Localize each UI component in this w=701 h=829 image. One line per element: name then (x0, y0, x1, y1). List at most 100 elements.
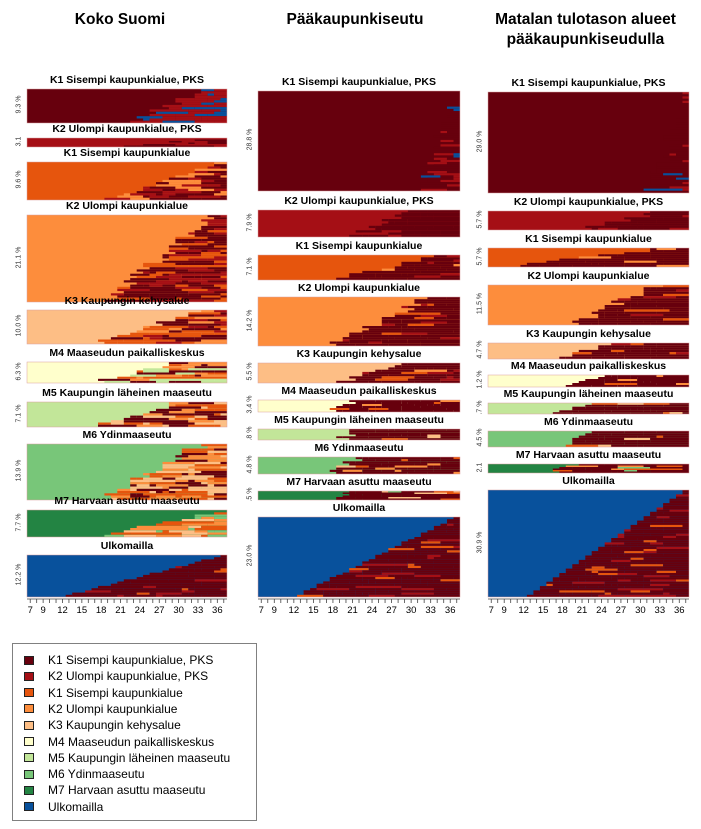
sequence-segment (149, 579, 157, 582)
sequence-segment (453, 332, 460, 335)
sequence-segment (669, 305, 689, 308)
panel-frame (257, 362, 461, 384)
panel-share-label: 14.2 % (246, 309, 254, 331)
sequence-segment (194, 594, 202, 598)
sequence-segment (611, 343, 631, 346)
sequence-segment (401, 568, 428, 571)
sequence-segment (663, 347, 670, 350)
sequence-segment (682, 188, 689, 191)
sequence-segment (447, 497, 460, 499)
sequence-segment (611, 347, 644, 350)
sequence-segment (181, 273, 202, 276)
sequence-segment (440, 543, 454, 546)
sequence-segment (188, 145, 195, 147)
sequence-segment (433, 273, 441, 276)
sequence-segment (162, 577, 195, 580)
sequence-segment (181, 339, 202, 342)
sequence-segment (194, 376, 227, 379)
sequence-segment (676, 527, 683, 530)
sequence-segment (682, 114, 689, 117)
panel-share-label: 7.1 % (15, 404, 23, 422)
sequence-segment (388, 590, 415, 593)
sequence-segment (168, 364, 182, 367)
sequence-segment (447, 184, 460, 187)
sequence-segment (440, 179, 460, 183)
sequence-segment (201, 495, 227, 498)
panel-title: M7 Harvaan asuttu maaseutu (515, 449, 662, 461)
sequence-segment (407, 273, 434, 276)
sequence-segment (207, 446, 227, 449)
sequence-segment (598, 227, 618, 231)
sequence-segment (349, 332, 382, 335)
sequence-segment (433, 429, 447, 431)
sequence-segment (362, 583, 389, 586)
sequence-segment (381, 268, 395, 271)
sequence-segment (168, 406, 202, 409)
sequence-segment (630, 564, 663, 567)
sequence-segment (624, 354, 657, 357)
legend-swatch (24, 720, 34, 730)
sequence-segment (611, 375, 618, 377)
sequence-segment (194, 468, 227, 471)
sequence-segment (630, 546, 657, 549)
panel-share-label: 29.0 % (476, 130, 484, 152)
sequence-segment (433, 404, 441, 406)
sequence-segment (381, 339, 389, 342)
sequence-segment (168, 325, 189, 329)
sequence-segment (676, 164, 689, 167)
sequence-segment (617, 579, 631, 582)
sequence-segment (201, 282, 227, 285)
sequence-segment (188, 473, 195, 476)
sequence-segment (130, 581, 163, 584)
sequence-segment (123, 417, 144, 421)
sequence-segment (207, 118, 227, 121)
sequence-segment (676, 217, 689, 220)
sequence-segment (650, 254, 670, 257)
sequence-segment (643, 531, 676, 534)
sequence-segment (433, 577, 454, 580)
sequence-segment (188, 173, 215, 176)
sequence-segment (676, 581, 689, 584)
sequence-segment (604, 313, 618, 317)
sequence-segment (355, 457, 363, 460)
sequence-segment (433, 552, 460, 555)
sequence-segment (414, 404, 428, 406)
sequence-segment (207, 142, 227, 144)
sequence-segment (156, 594, 163, 598)
legend-swatch (24, 802, 34, 812)
sequence-segment (630, 298, 651, 301)
sequence-segment (194, 193, 215, 196)
sequence-segment (585, 557, 599, 560)
sequence-segment (388, 491, 402, 493)
sequence-segment (194, 592, 208, 595)
sequence-segment (414, 264, 421, 267)
sequence-segment (201, 444, 227, 447)
sequence-segment (591, 570, 599, 573)
sequence-segment (650, 471, 676, 473)
sequence-segment (214, 484, 227, 487)
sequence-segment (526, 264, 540, 268)
sequence-segment (669, 518, 689, 521)
sequence-segment (624, 529, 631, 532)
sequence-segment (447, 492, 460, 494)
sequence-segment (617, 227, 631, 231)
sequence-segment (188, 484, 208, 487)
sequence-segment (414, 301, 428, 304)
sequence-segment (149, 473, 182, 476)
sequence-segment (604, 305, 631, 308)
sequence-segment (220, 466, 227, 469)
sequence-segment (143, 144, 156, 146)
sequence-segment (162, 254, 169, 257)
panel-frame (26, 401, 228, 428)
sequence-segment (220, 166, 227, 169)
sequence-segment (201, 341, 227, 344)
sequence-segment (585, 225, 592, 228)
sequence-segment (407, 223, 441, 226)
sequence-segment (303, 592, 324, 595)
sequence-segment (650, 581, 676, 584)
sequence-segment (336, 406, 363, 408)
sequence-segment (136, 493, 144, 496)
sequence-segment (104, 493, 131, 496)
sequence-segment (181, 238, 202, 242)
sequence-segment (440, 465, 460, 468)
